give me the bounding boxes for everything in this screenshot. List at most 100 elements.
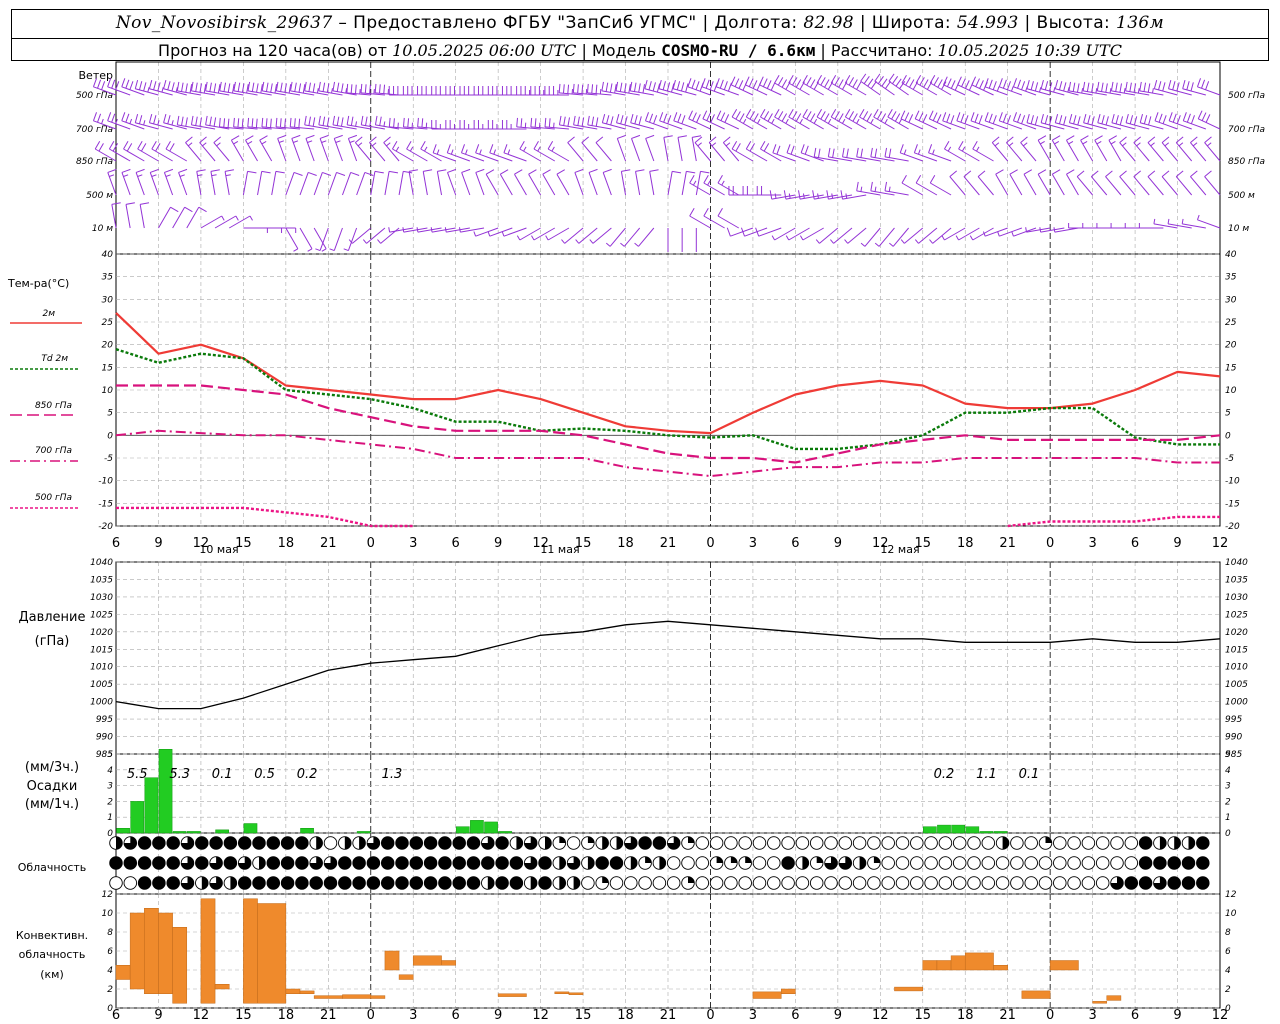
wind-barb-flag [319, 134, 329, 139]
wind-barb-flag [703, 207, 709, 217]
wind-barb-flag [365, 116, 368, 126]
cloud-symbol-fill [487, 876, 495, 890]
wind-barb-flag [1040, 113, 1044, 123]
wind-barb-flag [465, 149, 468, 155]
cloud-symbol-fill [587, 836, 595, 843]
wind-barb-flag [308, 116, 311, 126]
wind-barb-flag [844, 239, 849, 244]
x-tick-label: 12 [532, 1008, 549, 1023]
cloud-symbol-fill [424, 876, 437, 890]
wind-barb-flag [1110, 81, 1114, 91]
wind-barb-flag [888, 186, 891, 192]
wind-barb-flag [884, 181, 888, 191]
x-tick-label: 9 [1173, 536, 1181, 551]
wind-barb-shaft [205, 90, 230, 96]
cloud-symbol-fill [559, 836, 566, 843]
wind-barb-flag [876, 111, 883, 120]
cloud-symbol [824, 836, 838, 850]
x-tick-label: 0 [1046, 1008, 1054, 1023]
wind-barb-shaft [1037, 139, 1051, 162]
y-tick-label-right: 1025 [1225, 610, 1248, 620]
wind-barb-flag [195, 82, 198, 92]
wind-barb-flag [544, 117, 547, 127]
wind-title: Ветер [79, 69, 113, 82]
x-tick-label: 12 [872, 1008, 889, 1023]
y-tick-label-right: 35 [1225, 273, 1237, 283]
wind-barb-shaft [833, 227, 853, 244]
precip-total-label: 0.2 [934, 767, 955, 782]
wind-barb-shaft [695, 171, 701, 196]
wind-barb-shaft [573, 92, 598, 96]
precip-title: Осадки [27, 779, 78, 794]
wind-barb-flag [909, 79, 915, 88]
precip-bar [187, 831, 201, 834]
x-tick-label: 0 [706, 536, 714, 551]
wind-barb-shaft [432, 152, 456, 162]
wind-barb-flag [914, 110, 920, 120]
wind-barb-flag [887, 108, 893, 118]
wind-barb-flag [1172, 113, 1177, 123]
wind-barb-flag [912, 81, 919, 90]
wind-barb-flag [863, 76, 870, 84]
y-tick-label-right: 3 [1225, 782, 1231, 792]
wind-barb-shaft [135, 172, 145, 196]
wind-barb-flag [870, 181, 873, 191]
precip-total-label: 5.3 [169, 767, 190, 782]
wind-barb-shaft [290, 126, 315, 130]
cloud-symbol-fill [281, 876, 294, 890]
wind-barb-flag [126, 143, 133, 152]
cloud-symbol-fill [1002, 836, 1009, 850]
cloud-symbol [895, 876, 910, 890]
cloud-symbol-fill [1110, 876, 1124, 890]
wind-barb-flag [507, 149, 511, 155]
wind-barb-flag [949, 170, 958, 177]
wind-barb-flag [307, 140, 313, 143]
wind-barb-shaft [149, 172, 159, 196]
wind-barb-flag [1108, 135, 1117, 141]
precip-bar [158, 749, 173, 834]
wind-barb-flag [919, 77, 925, 86]
cloud-symbol-fill [645, 856, 652, 863]
cloud-symbol-fill [381, 836, 395, 850]
conv-bar [299, 990, 315, 995]
x-tick-label: 18 [617, 536, 634, 551]
x-tick-label: 3 [409, 1008, 417, 1023]
x-tick-label: 12 [193, 1008, 210, 1023]
wind-barb-shaft [380, 227, 400, 244]
wind-barb-shaft [620, 171, 627, 196]
wind-barb-shaft [556, 173, 570, 196]
cloud-symbol-fill [495, 876, 509, 890]
wind-barb-flag [1158, 113, 1163, 123]
y-tick-label-right: 1040 [1225, 558, 1248, 568]
wind-barb-shaft [717, 215, 740, 229]
wind-barb-flag [125, 202, 135, 205]
wind-barb-flag [369, 84, 371, 94]
wind-barb-flag [624, 83, 627, 93]
y-tick-label-right: 1015 [1225, 645, 1248, 655]
wind-barb-shaft [135, 122, 159, 130]
wind-barb-shaft [963, 176, 980, 196]
cloud-symbol [724, 836, 738, 850]
wind-barb-flag [304, 81, 307, 91]
cloud-symbol-fill [524, 836, 537, 850]
wind-barb-flag [744, 76, 750, 86]
wind-barb-shaft [1161, 176, 1178, 196]
wind-barb-flag [1087, 115, 1091, 125]
cloud-symbol-fill [381, 876, 395, 890]
wind-barb-flag [860, 148, 863, 158]
wind-barb-flag [595, 84, 598, 94]
y-tick-label-right: -10 [1225, 477, 1240, 487]
wind-barb-flag [809, 79, 816, 88]
wind-barb-flag [293, 248, 299, 252]
x-tick-label: 3 [749, 1008, 757, 1023]
cloud-symbol-fill [1196, 836, 1210, 850]
x-tick-label: 0 [367, 536, 375, 551]
wind-level-500m-right: 500 м [1228, 191, 1255, 201]
wind-barb-flag [653, 115, 658, 124]
x-tick-label: 18 [957, 1008, 974, 1023]
wind-barb-shaft [1140, 122, 1164, 130]
wind-barb-flag [251, 82, 255, 92]
wind-barb-flag [1023, 142, 1028, 147]
wind-barb-flag [1002, 113, 1007, 123]
wind-barb-flag [1008, 142, 1014, 147]
